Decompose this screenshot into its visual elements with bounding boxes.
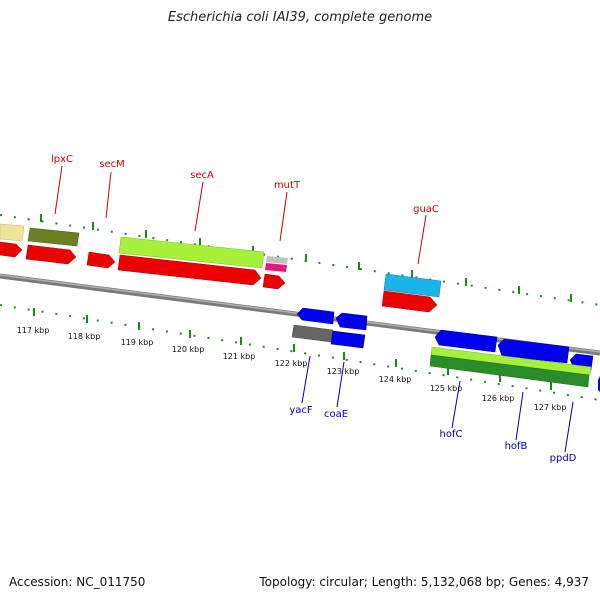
gene-label-hofc[interactable]: hofC [440,429,463,440]
cds-red-mutt[interactable] [262,273,286,290]
tick-label: 118 kbp [68,332,101,341]
gene-label-ppdd[interactable]: ppdD [550,453,577,464]
feature-lpxc-olive[interactable] [27,227,80,247]
feature-mutt-grey[interactable] [266,256,288,264]
cds-blue-hofb[interactable] [497,338,570,364]
tick-label: 124 kbp [379,375,412,384]
cds-red-lpxc[interactable] [25,244,77,265]
tick-label: 125 kbp [430,384,463,393]
feature-light-green-reverse[interactable] [430,346,592,376]
cds-blue-yacf[interactable] [296,307,335,325]
gene-label-lpxc[interactable]: lpxC [51,154,73,165]
feature-mutt-pink[interactable] [265,263,287,272]
cds-red-seca[interactable] [117,254,262,286]
gene-label-seca[interactable]: secA [190,170,214,181]
cds-forward-red [0,241,442,313]
cds-blue-coae-top[interactable] [335,312,368,331]
outer-major-ticks [40,214,572,302]
gene-label-secm[interactable]: secM [99,159,125,170]
ruler-tick-labels: 117 kbp 118 kbp 119 kbp 120 kbp 121 kbp … [17,326,567,412]
cds-blue-hofc[interactable] [434,329,498,353]
feature-grey-reverse[interactable] [291,324,334,343]
gene-label-hofb[interactable]: hofB [505,441,528,452]
cds-red-0[interactable] [0,241,23,258]
tick-label: 127 kbp [534,403,567,412]
label-leaders-reverse [301,355,574,453]
feature-seca-light-green[interactable] [118,236,265,269]
cds-reverse-blue [291,307,600,392]
feature-guac-cyan[interactable] [383,273,442,298]
gene-label-guac[interactable]: guaC [413,204,439,215]
cds-blue-coae[interactable] [330,330,366,349]
feature-pale-yellow[interactable] [0,223,25,242]
gene-labels-reverse: yacF coaE hofC hofB ppdD [289,405,576,464]
tick-label: 126 kbp [482,394,515,403]
accession-text: Accession: NC_011750 [9,575,146,589]
genome-summary-text: Topology: circular; Length: 5,132,068 bp… [259,575,589,589]
tick-label: 120 kbp [172,345,205,354]
gene-label-yacf[interactable]: yacF [289,405,313,416]
map-title: Escherichia coli IAI39, complete genome [167,10,433,25]
outer-dotted-ruler [0,214,600,306]
gene-labels-forward: lpxC secM secA mutT guaC [51,154,439,215]
gene-label-coae[interactable]: coaE [324,409,348,420]
feature-track-upper [0,223,288,272]
tick-label: 117 kbp [17,326,50,335]
tick-label: 119 kbp [121,338,154,347]
tick-label: 123 kbp [327,367,360,376]
feature-dark-green-reverse[interactable] [429,354,590,388]
cds-red-secm[interactable] [86,251,116,269]
tick-label: 121 kbp [223,352,256,361]
tick-label: 122 kbp [275,359,308,368]
cds-red-guac[interactable] [381,290,438,313]
inner-major-ticks [33,308,552,390]
label-leaders-forward [54,165,427,265]
gene-label-mutt[interactable]: mutT [274,180,301,191]
